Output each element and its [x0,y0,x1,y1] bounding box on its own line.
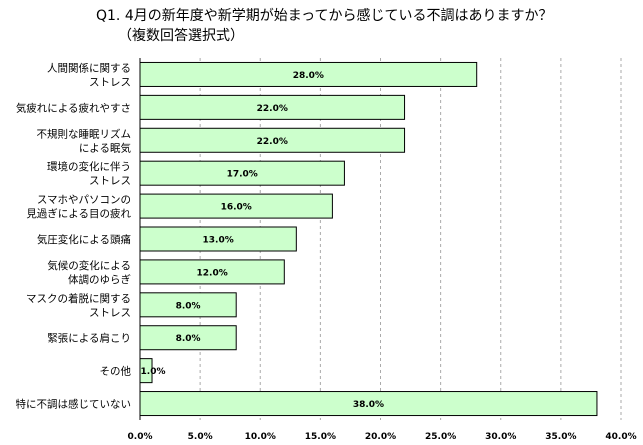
category-label: 緊張による肩こり [47,332,131,345]
category-label: 不規則な睡眠リズム [37,127,132,140]
bar [139,226,297,252]
data-label: 22.0% [257,104,288,114]
x-tick-label: 15.0% [305,432,336,442]
bar [139,94,406,120]
bar [139,160,345,186]
chart-title-line-2: （複数回答選択式） [118,28,244,44]
category-label: 特に不調は感じていない [16,398,132,411]
bar [139,61,478,87]
category-label: 人間関係に関する [47,62,131,74]
data-label: 12.0% [197,268,228,278]
data-label: 38.0% [353,400,384,410]
category-label: 気圧変化による頭痛 [37,233,131,246]
x-tick-label: 40.0% [605,432,636,442]
data-label: 16.0% [221,203,252,213]
data-label: 28.0% [293,71,324,81]
data-label: 1.0% [141,367,166,377]
category-label: ストレス [89,76,131,88]
category-label: 見過ぎによる目の疲れ [26,207,131,220]
x-tick-label: 20.0% [365,432,396,442]
data-label: 13.0% [203,236,234,246]
category-label: 体調のゆらぎ [68,273,131,286]
bar [139,358,153,384]
x-tick-label: 30.0% [485,432,516,442]
category-label: マスクの着脱に関する [26,292,131,305]
x-tick-label: 35.0% [545,432,576,442]
x-tick-label: 5.0% [188,432,213,442]
chart-title: Q1. 4月の新年度や新学期が始まってから感じている不調はありますか？ （複数回… [0,0,643,50]
x-tick-label: 10.0% [245,432,276,442]
bar [139,292,237,318]
data-label: 17.0% [227,170,258,180]
category-label: 環境の変化に伴う [47,160,131,173]
data-label: 8.0% [176,334,201,344]
category-label: ストレス [89,175,131,187]
category-label: 気疲れによる疲れやすさ [16,101,131,114]
bar [139,193,333,219]
x-tick-label: 25.0% [425,432,456,442]
data-label: 22.0% [257,137,288,147]
category-label: その他 [100,365,132,378]
x-tick-label: 0.0% [128,432,153,442]
bar [139,391,598,417]
bar [139,325,237,351]
category-label: 気候の変化による [47,259,131,272]
category-label: ストレス [89,307,131,319]
category-label: スマホやパソコンの [37,194,131,206]
data-label: 8.0% [176,301,201,311]
chart-title-line-1: Q1. 4月の新年度や新学期が始まってから感じている不調はありますか？ [96,8,553,24]
category-label: による眠気 [79,141,132,154]
bar [139,127,406,153]
bar [139,259,285,285]
